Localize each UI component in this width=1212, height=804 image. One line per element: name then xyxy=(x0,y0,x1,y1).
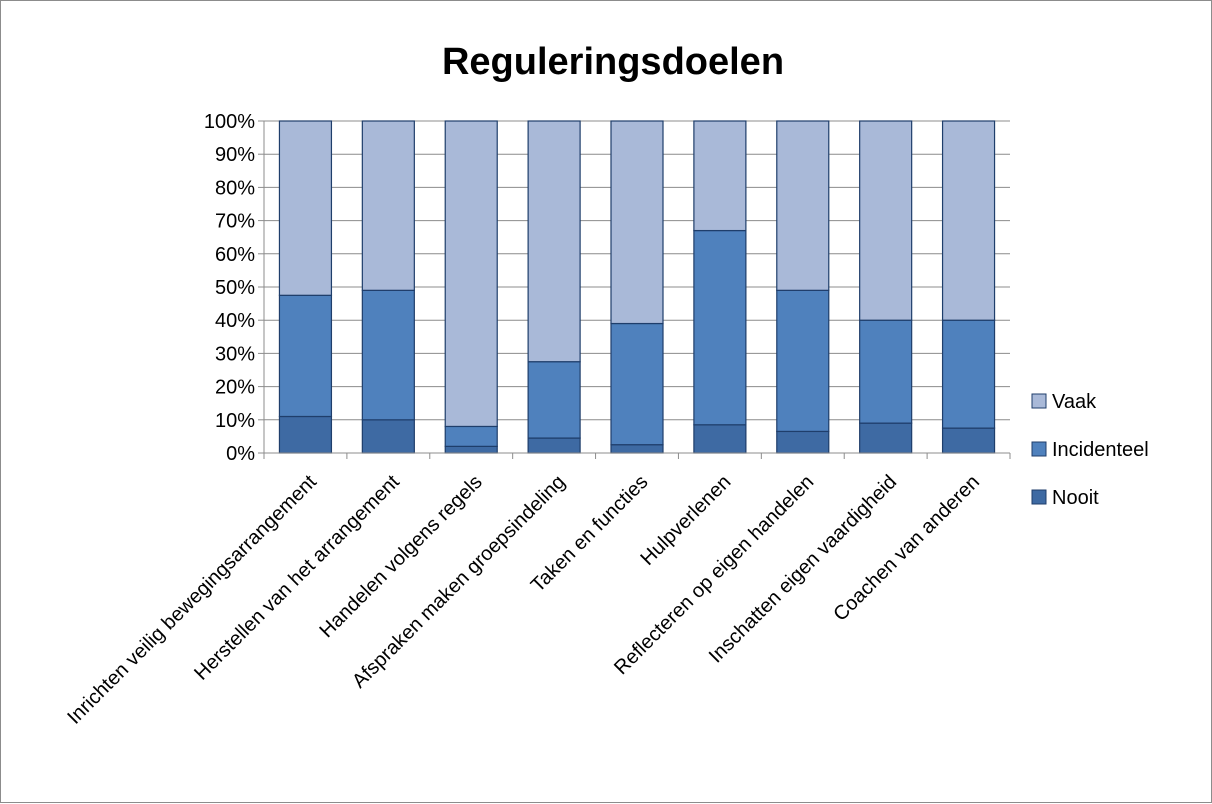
y-tick-label: 0% xyxy=(226,443,255,465)
legend-swatch-incidenteel xyxy=(1031,441,1047,457)
bar-segment-incidenteel xyxy=(859,319,913,424)
x-category-label: Coachen van anderen xyxy=(829,471,984,626)
bar-segment-nooit xyxy=(693,424,747,454)
bar-segment-incidenteel xyxy=(278,294,333,418)
y-tick-label: 20% xyxy=(215,377,255,399)
y-tick-label: 10% xyxy=(215,410,255,432)
bar-segment-nooit xyxy=(610,444,664,454)
legend-label-nooit: Nooit xyxy=(1052,487,1099,509)
bar-segment-incidenteel xyxy=(941,319,996,429)
bar-segment-nooit xyxy=(941,427,996,454)
bar-segment-vaak xyxy=(859,120,913,321)
bars xyxy=(278,120,996,454)
bar-segment-incidenteel xyxy=(693,229,747,426)
bar-segment-incidenteel xyxy=(444,425,498,447)
bar-segment-nooit xyxy=(278,415,333,454)
y-tick-label: 60% xyxy=(215,244,255,266)
bar-segment-nooit xyxy=(361,419,415,454)
bar-segment-nooit xyxy=(527,437,581,454)
y-tick-label: 80% xyxy=(215,177,255,199)
x-axis-category-labels: Inrichten veilig bewegingsarrangementHer… xyxy=(63,471,984,729)
bar-segment-vaak xyxy=(278,120,333,296)
y-tick-label: 100% xyxy=(204,111,255,133)
bar-segment-nooit xyxy=(444,445,498,454)
bar-segment-vaak xyxy=(527,120,581,363)
y-axis-tick-labels: 0% 10% 20% 30% 40% 50% 60% 70% 80% 90% 100% xyxy=(204,111,255,465)
bar-segment-vaak xyxy=(610,120,664,325)
bar-segment-nooit xyxy=(776,430,830,454)
bar-segment-incidenteel xyxy=(527,361,581,439)
legend-swatch-vaak xyxy=(1031,393,1047,409)
y-tick-label: 30% xyxy=(215,343,255,365)
chart-title: Reguleringsdoelen xyxy=(442,41,784,83)
x-category-label: Handelen volgens regels xyxy=(316,471,487,642)
bar-segment-vaak xyxy=(444,120,498,428)
bar-segment-incidenteel xyxy=(361,289,415,421)
y-tick-label: 50% xyxy=(215,277,255,299)
legend-label-incidenteel: Incidenteel xyxy=(1052,439,1149,461)
legend-swatch-nooit xyxy=(1031,489,1047,505)
y-tick-label: 90% xyxy=(215,144,255,166)
bar-segment-incidenteel xyxy=(610,322,664,446)
bar-segment-nooit xyxy=(859,422,913,454)
bar-segment-vaak xyxy=(361,120,415,291)
axes xyxy=(258,120,1011,459)
y-tick-label: 70% xyxy=(215,211,255,233)
bar-segment-vaak xyxy=(941,120,996,321)
y-tick-label: 40% xyxy=(215,310,255,332)
bar-segment-vaak xyxy=(693,120,747,232)
bar-segment-incidenteel xyxy=(776,289,830,433)
legend: Vaak Incidenteel Nooit xyxy=(1031,391,1149,509)
bar-segment-vaak xyxy=(776,120,830,291)
legend-label-vaak: Vaak xyxy=(1052,391,1097,413)
